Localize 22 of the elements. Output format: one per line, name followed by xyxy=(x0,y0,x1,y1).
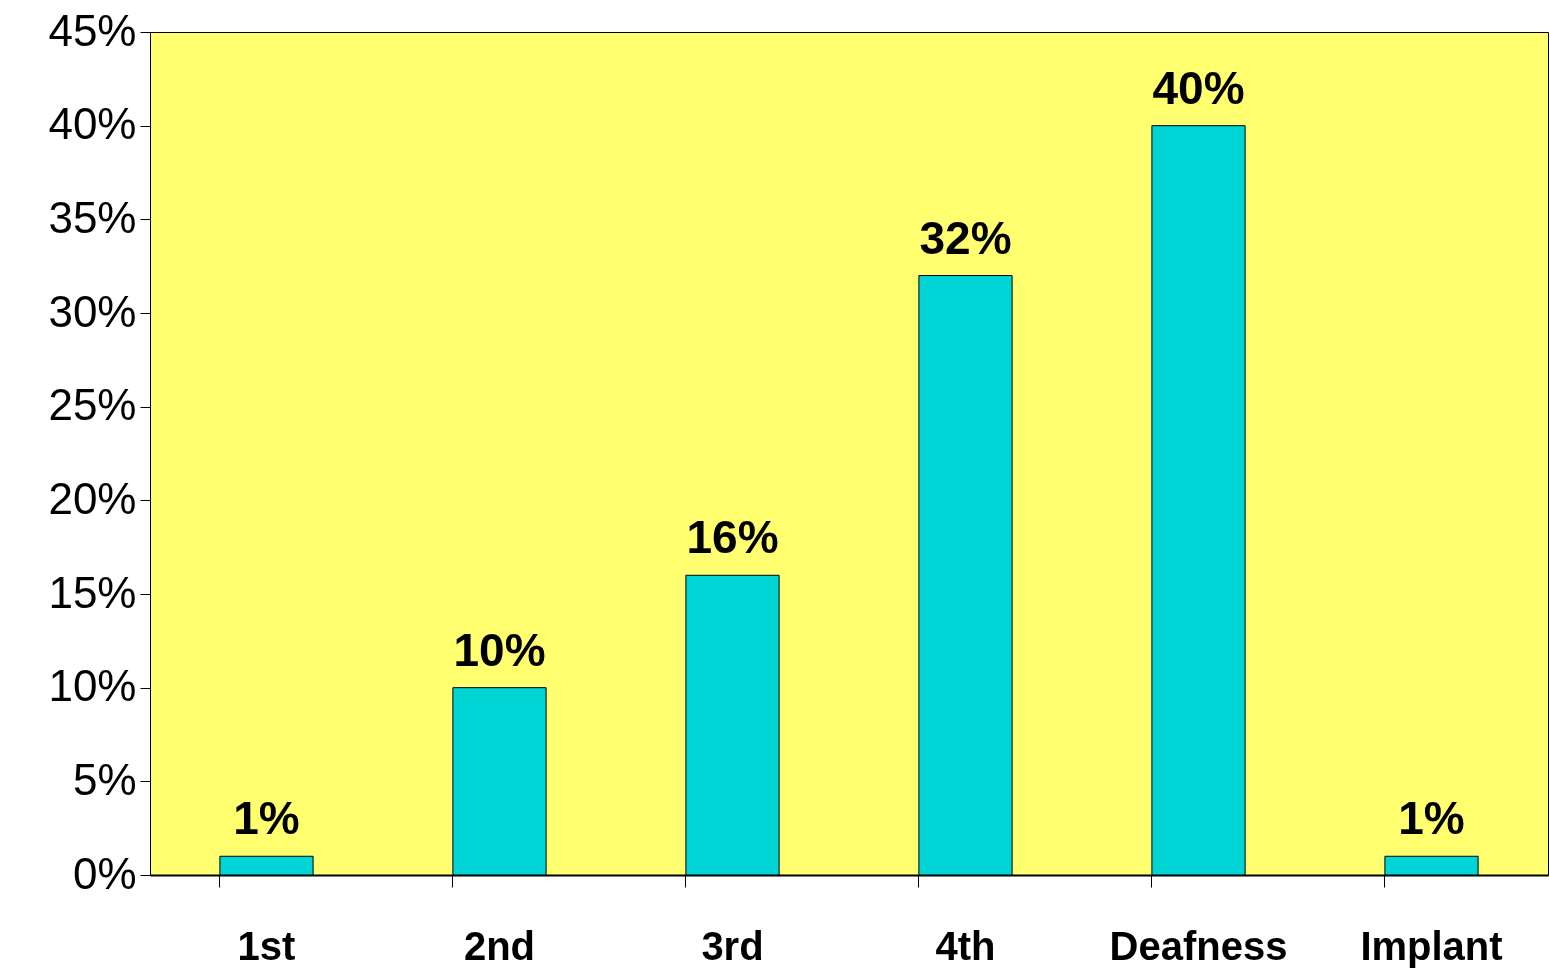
data-label: 32% xyxy=(919,211,1012,264)
x-tick-label: Deafness xyxy=(1109,923,1288,968)
data-label: 40% xyxy=(1152,61,1245,114)
y-tick-label: 5% xyxy=(72,754,137,804)
x-tick-label: 4th xyxy=(935,923,996,968)
y-tick-label: 40% xyxy=(48,99,137,149)
data-label: 16% xyxy=(686,511,779,564)
data-label: 1% xyxy=(233,792,300,845)
data-label: 10% xyxy=(453,623,546,676)
data-label: 1% xyxy=(1398,792,1465,845)
y-tick-label: 10% xyxy=(48,661,137,711)
x-tick-label: 1st xyxy=(237,923,296,968)
x-tick-label: 2nd xyxy=(463,923,536,968)
y-tick-label: 25% xyxy=(48,380,137,430)
x-tick-label: Implant xyxy=(1360,923,1503,968)
y-tick-label: 30% xyxy=(48,286,137,336)
y-tick-label: 0% xyxy=(72,848,137,898)
y-tick-label: 20% xyxy=(48,473,137,523)
x-tick-label: 3rd xyxy=(701,923,764,968)
y-tick-label: 35% xyxy=(48,192,137,242)
y-tick-label: 45% xyxy=(48,5,137,55)
y-tick-label: 15% xyxy=(48,567,137,617)
